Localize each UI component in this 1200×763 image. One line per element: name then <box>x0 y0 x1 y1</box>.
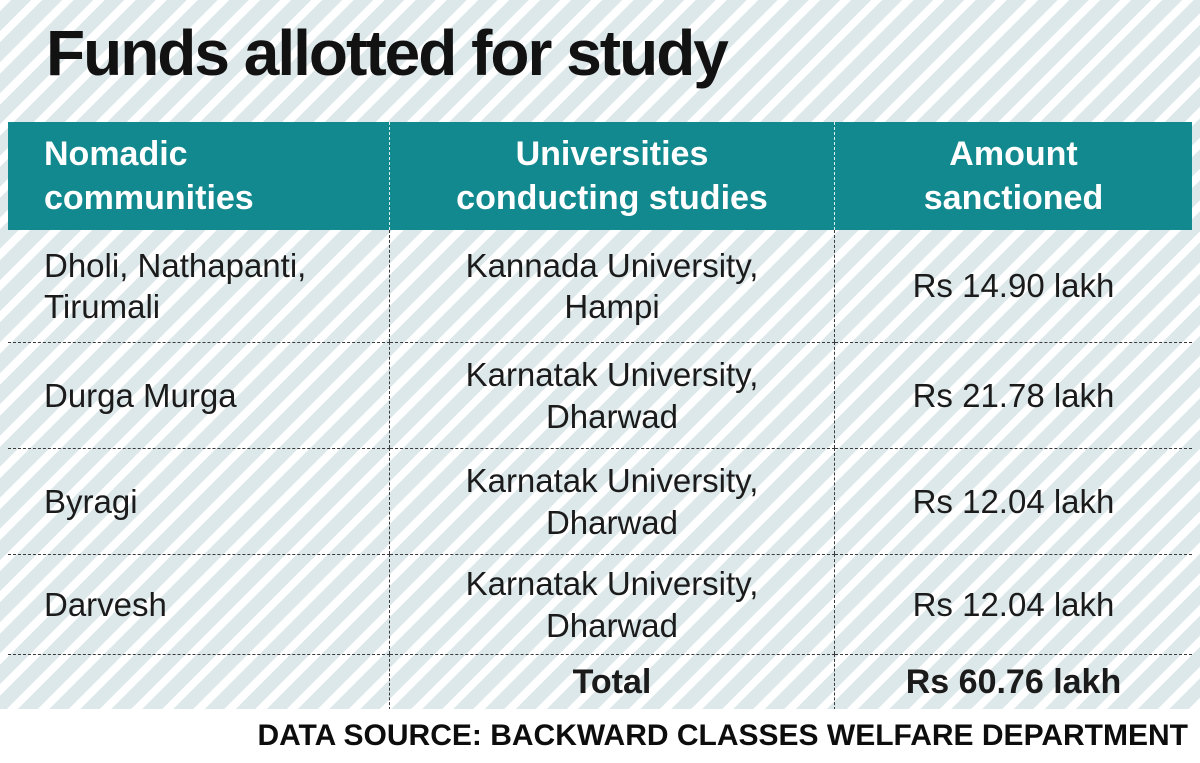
university-cell: Karnatak University, Dharwad <box>390 342 835 448</box>
header-cell-universities: Universities conducting studies <box>390 122 835 230</box>
amount-cell: Rs 14.90 lakh <box>912 267 1115 305</box>
total-amount: Rs 60.76 lakh <box>835 654 1192 710</box>
total-row-spacer <box>8 654 390 710</box>
page-title: Funds allotted for study <box>46 17 729 89</box>
community-cell: Byragi <box>8 448 390 554</box>
amount-cell: Rs 12.04 lakh <box>835 554 1192 654</box>
community-cell: Durga Murga <box>8 342 390 448</box>
header-cell-communities: Nomadic communities <box>8 122 390 230</box>
amount-cell: Rs 12.04 lakh <box>835 448 1192 554</box>
community-cell: Dholi, Nathapanti, Tirumali <box>8 230 390 342</box>
total-label: Total <box>390 654 835 710</box>
university-cell: Karnatak University, Dharwad <box>390 448 835 554</box>
community-cell: Darvesh <box>8 554 390 654</box>
header-cell-amount: Amount sanctioned <box>835 122 1192 230</box>
university-cell: Kannada University, Hampi <box>390 230 835 342</box>
university-cell: Karnatak University, Dharwad <box>390 554 835 654</box>
funds-table: Nomadic communities Universities conduct… <box>8 122 1192 710</box>
amount-cell: Rs 21.78 lakh <box>835 342 1192 448</box>
data-source: DATA SOURCE: BACKWARD CLASSES WELFARE DE… <box>0 709 1200 763</box>
